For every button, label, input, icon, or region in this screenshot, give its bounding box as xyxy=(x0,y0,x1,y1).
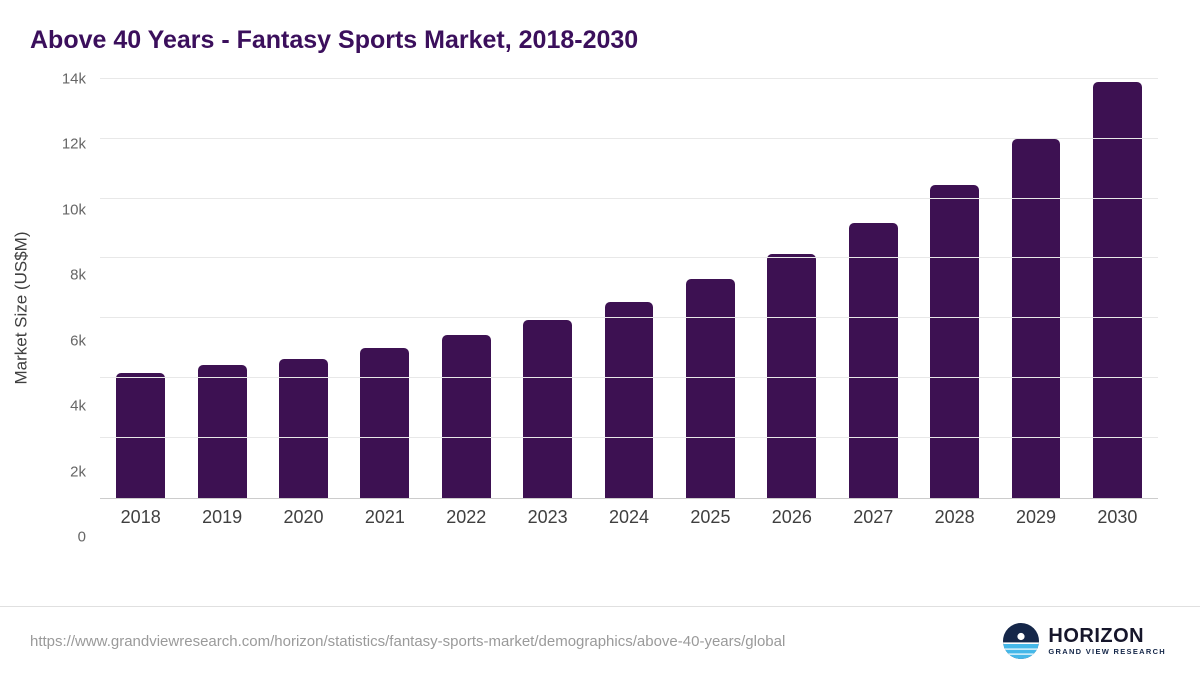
bar-2019 xyxy=(197,364,247,498)
chart-area: Market Size (US$M) 0 2k 4k 6k 8k 10k 12k 14k 20… xyxy=(0,71,1200,546)
gridline xyxy=(100,317,1158,319)
bar-slot xyxy=(181,79,262,498)
bar-2021 xyxy=(360,348,410,498)
x-axis-label: 2028 xyxy=(934,507,975,528)
gridline xyxy=(100,137,1158,139)
x-axis-labels: 2018 2019 2020 2021 2022 2023 2024 2025 2026 2027… xyxy=(100,499,1158,537)
plot-area xyxy=(100,78,1158,499)
bar-slot xyxy=(426,79,507,498)
x-axis-label: 2022 xyxy=(446,507,487,528)
bar-slot xyxy=(588,79,669,498)
plot-column: 2018 2019 2020 2021 2022 2023 2024 2025 2026 2027… xyxy=(100,78,1158,537)
bar-slot xyxy=(833,79,914,498)
source-url: https://www.grandviewresearch.com/horizo… xyxy=(30,632,786,650)
bar-slot xyxy=(751,79,832,498)
x-axis-label: 2025 xyxy=(690,507,731,528)
y-tick-label: 6k xyxy=(70,332,86,350)
x-axis-label: 2029 xyxy=(1015,507,1057,528)
bar-2023 xyxy=(523,319,573,498)
bar-2020 xyxy=(279,359,328,498)
x-axis-label: 2018 xyxy=(120,507,161,528)
x-axis-label: 2027 xyxy=(853,507,894,528)
bar-2022 xyxy=(441,334,491,498)
bar-2028 xyxy=(930,185,980,498)
x-axis-label: 2023 xyxy=(527,507,568,528)
gridline xyxy=(100,436,1158,438)
y-tick-label: 2k xyxy=(70,463,86,481)
gridline xyxy=(100,197,1158,199)
y-tick-label: 4k xyxy=(70,397,86,415)
y-axis-ticks: 0 2k 4k 6k 8k 10k 12k 14k xyxy=(44,71,100,546)
x-axis-label: 2030 xyxy=(1097,507,1138,528)
bar-slot xyxy=(670,79,751,498)
y-tick-label: 8k xyxy=(70,266,86,284)
x-axis-label: 2020 xyxy=(283,507,324,528)
bar-2026 xyxy=(767,253,817,498)
y-tick-label: 0 xyxy=(77,528,86,546)
bar-2027 xyxy=(848,222,898,498)
bar-slot xyxy=(914,79,995,498)
bar-2030 xyxy=(1092,82,1142,498)
bar-slot xyxy=(995,79,1076,498)
bar-2024 xyxy=(604,301,654,498)
y-tick-label: 14k xyxy=(61,70,86,88)
x-axis-label: 2021 xyxy=(364,507,405,528)
bar-2025 xyxy=(686,279,735,498)
x-axis-label: 2026 xyxy=(771,507,812,528)
bar-2018 xyxy=(116,373,166,498)
bar-series xyxy=(100,79,1158,498)
horizon-logo: HORIZON GRAND VIEW RESEARCH xyxy=(1003,623,1166,659)
horizon-logo-icon xyxy=(1003,623,1040,659)
logo-title: HORIZON xyxy=(1048,625,1145,647)
chart-title: Above 40 Years - Fantasy Sports Market, … xyxy=(30,26,639,54)
bar-slot xyxy=(1077,79,1158,498)
bar-slot xyxy=(344,79,425,498)
gridline xyxy=(100,78,1158,79)
y-tick-label: 12k xyxy=(61,135,86,153)
gridline xyxy=(100,376,1158,378)
x-axis-label: 2019 xyxy=(202,507,243,528)
x-axis-label: 2024 xyxy=(609,507,650,528)
gridline xyxy=(100,257,1158,259)
y-tick-label: 10k xyxy=(61,201,86,219)
bar-slot xyxy=(507,79,588,498)
bar-slot xyxy=(263,79,344,498)
footer: https://www.grandviewresearch.com/horizo… xyxy=(0,606,1200,675)
bar-slot xyxy=(100,79,181,498)
y-axis-title: Market Size (US$M) xyxy=(12,231,31,385)
logo-text: HORIZON GRAND VIEW RESEARCH xyxy=(1048,625,1166,657)
logo-subtitle: GRAND VIEW RESEARCH xyxy=(1048,647,1166,656)
